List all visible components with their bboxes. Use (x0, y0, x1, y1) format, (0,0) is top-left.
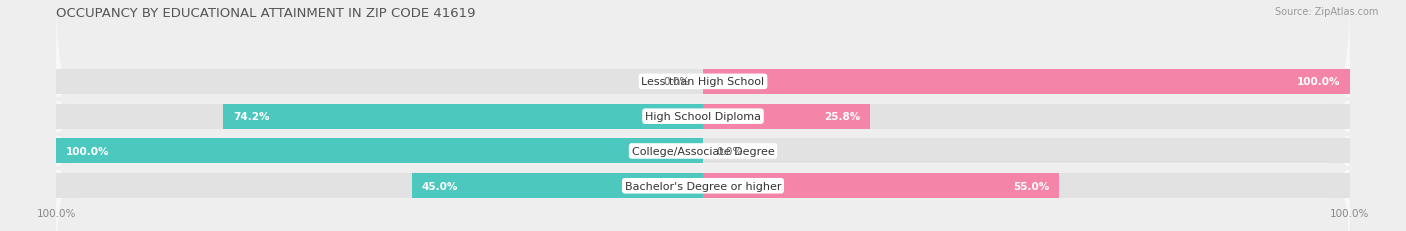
Text: 0.0%: 0.0% (664, 77, 690, 87)
Bar (56, 139, 1350, 164)
Text: High School Diploma: High School Diploma (645, 112, 761, 122)
Bar (703, 173, 1059, 198)
Text: 100.0%: 100.0% (1296, 77, 1340, 87)
Text: College/Associate Degree: College/Associate Degree (631, 146, 775, 156)
Text: 25.8%: 25.8% (824, 112, 860, 122)
Bar (56, 139, 703, 164)
Text: 55.0%: 55.0% (1012, 181, 1049, 191)
Bar (224, 104, 703, 129)
Bar (56, 104, 1350, 129)
Text: 0.0%: 0.0% (716, 146, 742, 156)
Bar (56, 70, 1350, 94)
Bar (56, 173, 1350, 198)
Text: Bachelor's Degree or higher: Bachelor's Degree or higher (624, 181, 782, 191)
Bar (703, 70, 1350, 94)
FancyBboxPatch shape (56, 25, 1350, 208)
Text: 74.2%: 74.2% (233, 112, 270, 122)
Text: 100.0%: 100.0% (66, 146, 110, 156)
Text: 45.0%: 45.0% (422, 181, 458, 191)
FancyBboxPatch shape (56, 94, 1350, 231)
Bar (703, 104, 870, 129)
Bar (412, 173, 703, 198)
Text: Source: ZipAtlas.com: Source: ZipAtlas.com (1274, 7, 1378, 17)
Text: Less than High School: Less than High School (641, 77, 765, 87)
FancyBboxPatch shape (56, 0, 1350, 173)
FancyBboxPatch shape (56, 60, 1350, 231)
Text: OCCUPANCY BY EDUCATIONAL ATTAINMENT IN ZIP CODE 41619: OCCUPANCY BY EDUCATIONAL ATTAINMENT IN Z… (56, 7, 475, 20)
